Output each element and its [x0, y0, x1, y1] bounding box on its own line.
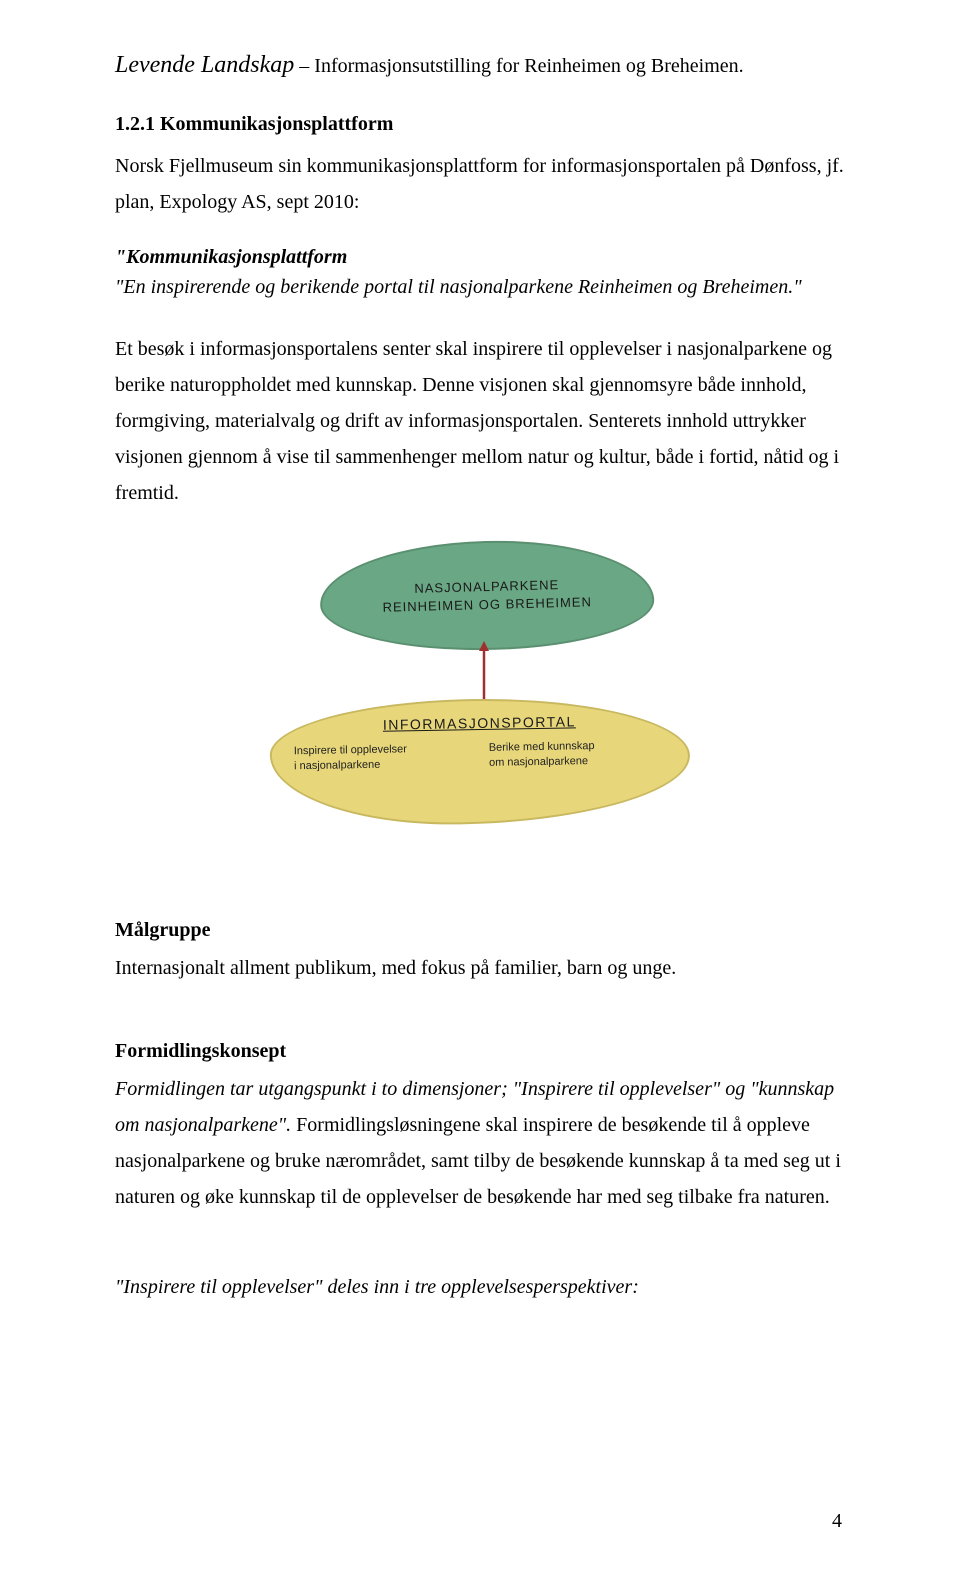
blob-col-left: Inspirere til opplevelser i nasjonalpark… [294, 741, 471, 774]
blob-columns: Inspirere til opplevelser i nasjonalpark… [294, 738, 666, 774]
blob-left-l2: i nasjonalparkene [294, 759, 380, 773]
blob-title: INFORMASJONSPORTAL [293, 712, 665, 734]
section-heading: 1.2.1 Kommunikasjonsplattform [115, 113, 845, 136]
blob-left-l1: Inspirere til opplevelser [294, 743, 407, 757]
header-subtitle: – Informasjonsutstilling for Reinheimen … [294, 55, 743, 77]
document-page: Levende Landskap – Informasjonsutstillin… [0, 0, 960, 1581]
diagram-top-oval-text: NASJONALPARKENE REINHEIMEN OG BREHEIMEN [382, 575, 592, 616]
diagram-bottom-blob: INFORMASJONSPORTAL Inspirere til oppleve… [269, 695, 691, 827]
page-number: 4 [832, 1510, 842, 1533]
spacer [115, 1012, 845, 1040]
oval-line2: REINHEIMEN OG BREHEIMEN [382, 594, 592, 614]
malgruppe-heading: Målgruppe [115, 919, 845, 942]
formidling-heading: Formidlingskonsept [115, 1040, 845, 1063]
malgruppe-text: Internasjonalt allment publikum, med fok… [115, 950, 845, 986]
spacer [115, 1241, 845, 1269]
diagram-top-oval: NASJONALPARKENE REINHEIMEN OG BREHEIMEN [319, 537, 656, 655]
oval-line1: NASJONALPARKENE [414, 577, 559, 596]
quote-subtitle: "En inspirerende og berikende portal til… [115, 269, 845, 305]
quote-title-text: "Kommunikasjonsplattform [115, 246, 347, 268]
intro-paragraph: Norsk Fjellmuseum sin kommunikasjonsplat… [115, 148, 845, 220]
concept-diagram: NASJONALPARKENE REINHEIMEN OG BREHEIMEN … [260, 541, 700, 831]
page-header: Levende Landskap – Informasjonsutstillin… [115, 52, 845, 79]
header-script-title: Levende Landskap [115, 52, 294, 78]
quote-title: "Kommunikasjonsplattform [115, 246, 845, 269]
closing-line: "Inspirere til opplevelser" deles inn i … [115, 1269, 845, 1305]
paragraph-1: Et besøk i informasjonsportalens senter … [115, 331, 845, 511]
blob-col-right: Berike med kunnskap om nasjonalparkene [489, 738, 666, 771]
formidling-paragraph: Formidlingen tar utgangspunkt i to dimen… [115, 1071, 845, 1215]
blob-right-l1: Berike med kunnskap [489, 740, 595, 754]
blob-right-l2: om nasjonalparkene [489, 755, 588, 769]
spacer [115, 891, 845, 919]
